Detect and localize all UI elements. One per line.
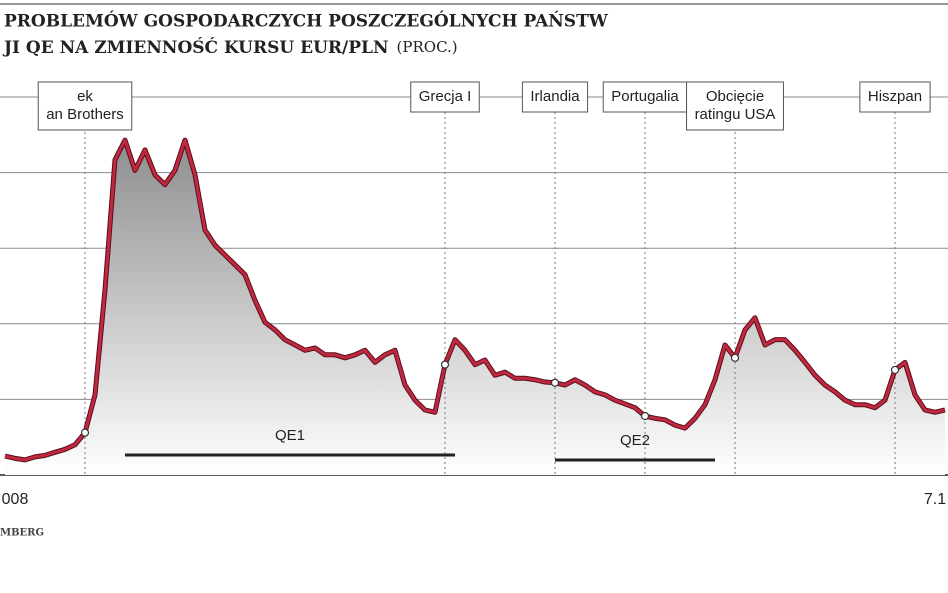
area <box>5 140 945 476</box>
annotation-box <box>410 81 480 113</box>
event-marker <box>440 360 450 369</box>
annotation: Grecja I <box>410 81 480 113</box>
annotation-label: ek <box>77 88 93 105</box>
source: MBERG <box>0 528 44 539</box>
annotation-label: Irlandia <box>530 88 580 105</box>
annotation-label: ratingu USA <box>695 106 776 123</box>
chart-subtitle: (PROC.) <box>397 38 458 56</box>
annotation-label: an Brothers <box>46 106 124 123</box>
chart-title: PROBLEMÓW GOSPODARCZYCH POSZCZEGÓLNYCH P… <box>4 11 609 32</box>
annotation-box <box>602 81 688 113</box>
x-tick-label: 008 <box>2 491 29 508</box>
annotation-label: Grecja I <box>419 88 472 105</box>
annotation-box <box>686 81 784 131</box>
chart-title-line: JI QE NA ZMIENNOŚĆ KURSU EUR/PLN (PROC.) <box>2 37 458 58</box>
annotation-label: Hiszpan <box>868 88 922 105</box>
line <box>4 138 946 462</box>
annotation-box <box>37 81 133 131</box>
event-marker <box>730 353 740 362</box>
annotation: Irlandia <box>521 81 589 113</box>
annotation: Hiszpan <box>859 81 931 113</box>
annotation-label: Portugalia <box>611 88 679 105</box>
annotation-label: Obcięcie <box>706 88 764 105</box>
annotation: Portugalia <box>602 81 688 113</box>
period-label: QE2 <box>620 432 650 449</box>
annotation-box <box>859 81 931 113</box>
chart-title: JI QE NA ZMIENNOŚĆ KURSU EUR/PLN <box>2 37 389 58</box>
event-marker <box>890 365 900 375</box>
event-marker <box>550 378 560 387</box>
x-tick-label: 7.1 <box>924 491 946 508</box>
annotation-box <box>521 81 589 113</box>
event-marker <box>640 411 650 421</box>
event-marker <box>80 428 90 437</box>
period-label: QE1 <box>275 427 305 444</box>
